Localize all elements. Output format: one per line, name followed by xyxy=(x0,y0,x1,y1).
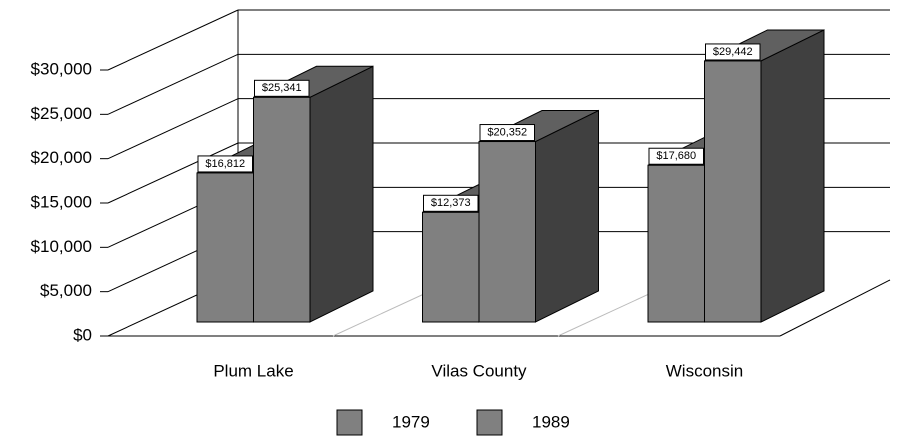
value-label: $29,442 xyxy=(713,46,753,58)
value-label-box xyxy=(423,194,479,212)
legend-label: 1989 xyxy=(532,412,570,431)
value-label: $16,812 xyxy=(205,158,245,170)
value-label-box xyxy=(705,43,761,61)
bar xyxy=(422,211,480,323)
y-tick-label: $25,000 xyxy=(31,104,92,123)
y-tick-label: $15,000 xyxy=(31,192,92,211)
grid-line xyxy=(107,98,239,160)
floor-right xyxy=(779,279,891,337)
grid-line xyxy=(107,9,239,71)
grid-line xyxy=(107,142,239,204)
legend-swatch xyxy=(336,409,363,436)
bar-side xyxy=(309,65,374,323)
bar xyxy=(704,60,762,323)
value-label: $12,373 xyxy=(431,197,471,209)
x-tick-label: Vilas County xyxy=(431,361,527,380)
y-tick-label: $20,000 xyxy=(31,148,92,167)
value-label-box xyxy=(254,79,310,97)
grid-line xyxy=(107,53,239,115)
value-label-box xyxy=(479,124,535,142)
bar xyxy=(647,164,705,323)
x-tick-label: Wisconsin xyxy=(666,361,743,380)
y-tick-label: $0 xyxy=(73,325,92,344)
bar xyxy=(478,141,536,323)
y-tick-label: $30,000 xyxy=(31,59,92,78)
legend-swatch xyxy=(476,409,503,436)
y-tick-label: $5,000 xyxy=(40,281,92,300)
bar xyxy=(196,172,254,323)
value-label-box xyxy=(197,155,253,173)
bar-side xyxy=(760,29,825,323)
value-label: $25,341 xyxy=(262,82,302,94)
value-label: $17,680 xyxy=(656,150,696,162)
y-tick-label: $10,000 xyxy=(31,237,92,256)
bar xyxy=(253,96,311,323)
bar-side xyxy=(535,109,599,323)
value-label: $20,352 xyxy=(487,126,527,138)
x-tick-label: Plum Lake xyxy=(213,361,293,380)
legend-label: 1979 xyxy=(392,412,430,431)
value-label-box xyxy=(648,147,704,165)
